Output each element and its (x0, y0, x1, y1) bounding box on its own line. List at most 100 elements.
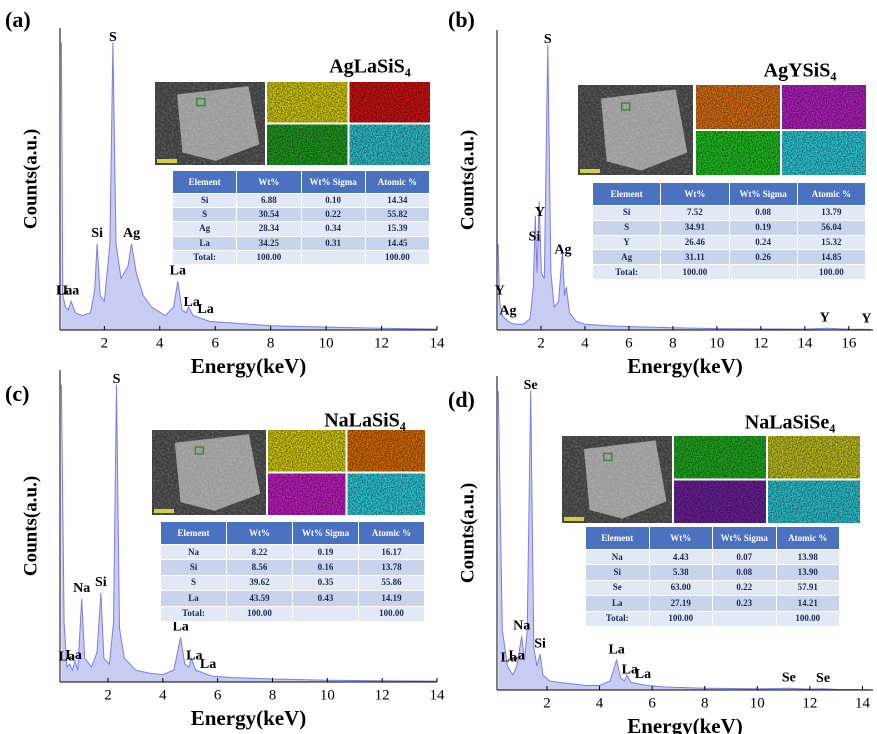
table-cell: 30.54 (237, 208, 301, 222)
y-axis-label: Counts(a.u.) (20, 129, 41, 229)
peak-label: Y (535, 205, 545, 220)
table-cell: 0.31 (301, 236, 365, 250)
table-cell: 8.22 (227, 545, 293, 560)
peak-label: Si (91, 226, 103, 241)
element-map-noise (696, 85, 780, 129)
element-map-noise (268, 474, 346, 516)
peak-label: Y (495, 284, 505, 299)
table-cell: 0.22 (713, 580, 777, 595)
table-cell: La (173, 236, 237, 250)
peak-label: Si (534, 636, 546, 651)
table-cell: 0.23 (713, 596, 777, 611)
x-tick-label: 2 (537, 335, 545, 351)
element-map-noise (768, 481, 860, 524)
element-map-noise (350, 125, 431, 166)
table-cell: Si (173, 194, 237, 208)
table-cell: 100.00 (661, 265, 729, 280)
table-cell: 63.00 (649, 580, 713, 595)
table-cell: Na (161, 545, 227, 560)
table-cell: 0.19 (729, 220, 797, 235)
x-tick-label: 10 (319, 335, 334, 351)
table-row: Na8.220.1916.17 (161, 545, 425, 560)
column-header: Element (586, 527, 650, 550)
x-tick-label: 2 (543, 695, 551, 711)
x-tick-label: 2 (101, 335, 109, 351)
sem-texture (562, 436, 672, 523)
peak-label: La (170, 263, 186, 278)
table-cell: 100.00 (359, 606, 425, 621)
table-row: Ag31.110.2614.85 (593, 250, 866, 265)
table-cell: 13.90 (776, 565, 840, 580)
table-cell: 56.04 (797, 220, 865, 235)
table-cell: 100.00 (776, 611, 840, 626)
peak-label: La (635, 667, 651, 682)
table-cell: 28.34 (237, 222, 301, 236)
table-cell: 0.34 (301, 222, 365, 236)
table-cell: 100.00 (237, 250, 301, 264)
column-header: Wt% (227, 522, 293, 545)
table-cell: 13.79 (797, 206, 865, 221)
table-row: S30.540.2255.82 (173, 208, 430, 222)
y-axis-label: Counts(a.u.) (20, 476, 41, 576)
table-cell: 34.91 (661, 220, 729, 235)
table-cell: 0.35 (293, 575, 359, 590)
column-header: Element (593, 183, 661, 206)
peak-label: Ag (554, 242, 571, 257)
table-cell: 6.88 (237, 194, 301, 208)
table-cell: Total: (161, 606, 227, 621)
x-tick-label: 14 (797, 335, 813, 351)
peak-label: Se (816, 671, 830, 686)
column-header: Element (161, 522, 227, 545)
compound-title: AgLaSiS₄ (329, 56, 411, 78)
table: ElementWt%Wt% SigmaAtomic %Na8.220.1916.… (160, 521, 425, 622)
table-cell: S (173, 208, 237, 222)
peak-label: La (608, 642, 624, 657)
x-tick-label: 12 (375, 687, 390, 703)
peak-label: La (197, 302, 213, 317)
column-header: Wt% (237, 171, 301, 194)
table-cell: 31.11 (661, 250, 729, 265)
table-cell: 43.59 (227, 591, 293, 606)
table-cell: 100.00 (365, 250, 429, 264)
x-tick-label: 4 (581, 335, 589, 351)
table-row: Y26.460.2415.32 (593, 235, 866, 250)
column-header: Wt% Sigma (713, 527, 777, 550)
peak-label: S (544, 32, 552, 47)
sem-texture (155, 82, 265, 165)
table-cell: La (586, 596, 650, 611)
table-cell: 14.45 (365, 236, 429, 250)
peak-label: La (56, 283, 72, 298)
table-header: ElementWt%Wt% SigmaAtomic % (161, 522, 425, 545)
x-tick-label: 10 (750, 695, 765, 711)
peak-label: Ag (499, 304, 516, 319)
table-cell: Se (586, 580, 650, 595)
column-header: Atomic % (359, 522, 425, 545)
column-header: Atomic % (797, 183, 865, 206)
table-cell: 14.21 (776, 596, 840, 611)
peak-label: Ag (123, 226, 140, 241)
table-cell: 0.19 (293, 545, 359, 560)
table-cell: 14.85 (797, 250, 865, 265)
x-tick-label: 12 (753, 335, 768, 351)
peak-label: Na (513, 618, 530, 633)
column-header: Wt% Sigma (729, 183, 797, 206)
eds-table: ElementWt%Wt% SigmaAtomic %Si7.520.0813.… (592, 182, 866, 280)
table-cell (301, 250, 365, 264)
sem-scale (157, 159, 177, 163)
table-cell: 0.26 (729, 250, 797, 265)
panel-label: (a) (5, 7, 31, 32)
compound-title: NaLaSiS₄ (324, 410, 406, 432)
sem-texture (578, 85, 693, 175)
element-map-noise (267, 125, 348, 166)
compound-title: NaLaSiSe₄ (745, 412, 835, 434)
